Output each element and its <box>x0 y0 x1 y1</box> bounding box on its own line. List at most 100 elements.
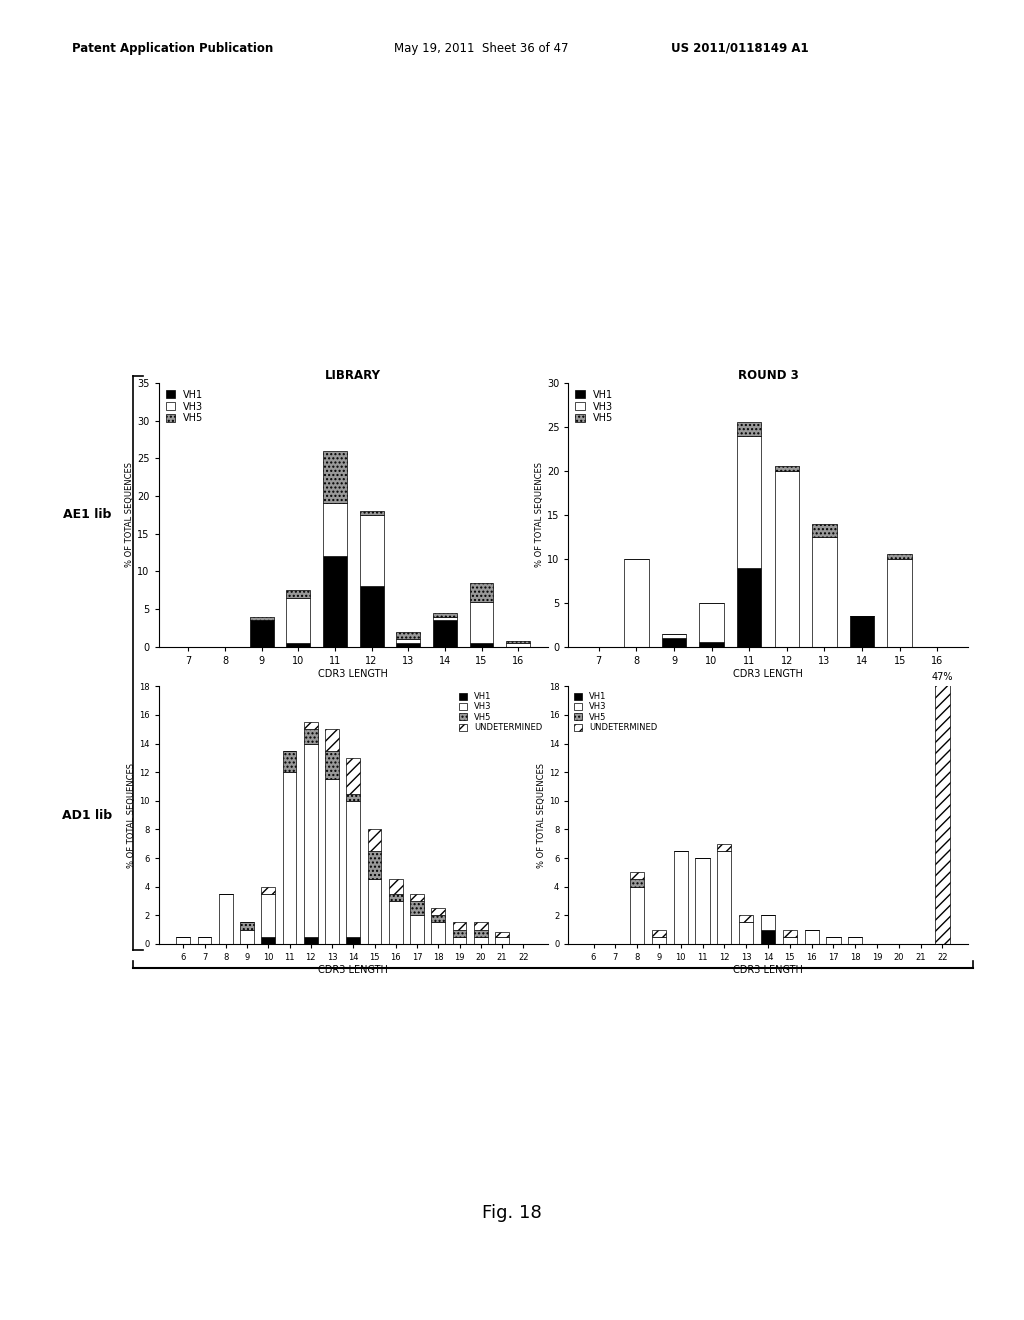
Bar <box>761 915 775 929</box>
Text: May 19, 2011  Sheet 36 of 47: May 19, 2011 Sheet 36 of 47 <box>394 41 568 54</box>
Bar <box>739 923 754 944</box>
Bar <box>176 937 190 944</box>
Bar <box>283 751 296 772</box>
X-axis label: CDR3 LENGTH: CDR3 LENGTH <box>318 965 388 974</box>
Bar <box>695 858 710 944</box>
Bar <box>359 515 384 586</box>
Bar <box>287 590 310 598</box>
Bar <box>674 851 688 944</box>
Bar <box>453 937 466 944</box>
Bar <box>346 793 360 801</box>
Bar <box>850 616 874 647</box>
Bar <box>662 634 686 638</box>
Bar <box>805 929 819 944</box>
Bar <box>630 873 644 879</box>
Bar <box>389 879 402 894</box>
Bar <box>304 722 317 729</box>
Bar <box>411 894 424 900</box>
X-axis label: CDR3 LENGTH: CDR3 LENGTH <box>733 669 803 678</box>
Bar <box>888 554 912 558</box>
Bar <box>396 639 420 643</box>
Bar <box>368 851 381 879</box>
Bar <box>396 643 420 647</box>
X-axis label: CDR3 LENGTH: CDR3 LENGTH <box>318 669 388 678</box>
Text: US 2011/0118149 A1: US 2011/0118149 A1 <box>671 41 808 54</box>
Bar <box>474 923 487 929</box>
Bar <box>774 466 799 471</box>
Title: ROUND 3: ROUND 3 <box>737 368 799 381</box>
Bar <box>346 937 360 944</box>
Bar <box>888 558 912 647</box>
Bar <box>250 620 273 647</box>
Y-axis label: % OF TOTAL SEQUENCES: % OF TOTAL SEQUENCES <box>535 462 544 568</box>
Bar <box>495 932 509 937</box>
Bar <box>433 620 457 647</box>
Legend: VH1, VH3, VH5, UNDETERMINED: VH1, VH3, VH5, UNDETERMINED <box>572 690 659 734</box>
Y-axis label: % OF TOTAL SEQUENCES: % OF TOTAL SEQUENCES <box>537 763 546 867</box>
Bar <box>848 937 862 944</box>
Bar <box>662 638 686 647</box>
Legend: VH1, VH3, VH5, UNDETERMINED: VH1, VH3, VH5, UNDETERMINED <box>457 690 544 734</box>
Text: AD1 lib: AD1 lib <box>62 809 112 821</box>
Bar <box>739 915 754 923</box>
Bar <box>323 556 347 647</box>
Bar <box>250 616 273 620</box>
X-axis label: CDR3 LENGTH: CDR3 LENGTH <box>733 965 803 974</box>
Bar <box>453 923 466 929</box>
Bar <box>326 779 339 944</box>
Bar <box>368 879 381 944</box>
Bar <box>287 598 310 643</box>
Bar <box>411 900 424 915</box>
Bar <box>359 586 384 647</box>
Bar <box>411 915 424 944</box>
Bar <box>699 643 724 647</box>
Bar <box>935 272 949 944</box>
Bar <box>431 915 445 923</box>
Bar <box>782 929 797 937</box>
Bar <box>812 524 837 537</box>
Bar <box>624 558 648 647</box>
Bar <box>368 829 381 851</box>
Bar <box>630 887 644 944</box>
Bar <box>389 894 402 900</box>
Bar <box>304 937 317 944</box>
Legend: VH1, VH3, VH5: VH1, VH3, VH5 <box>164 388 205 425</box>
Bar <box>261 887 275 894</box>
Bar <box>346 758 360 793</box>
Bar <box>304 729 317 743</box>
Bar <box>261 894 275 937</box>
Bar <box>323 503 347 556</box>
Bar <box>474 937 487 944</box>
Text: AE1 lib: AE1 lib <box>62 508 112 521</box>
Bar <box>506 640 530 643</box>
Legend: VH1, VH3, VH5: VH1, VH3, VH5 <box>573 388 614 425</box>
Bar <box>326 729 339 751</box>
Bar <box>812 537 837 647</box>
Bar <box>652 937 666 944</box>
Bar <box>470 602 494 643</box>
Text: Patent Application Publication: Patent Application Publication <box>72 41 273 54</box>
Bar <box>241 929 254 944</box>
Bar <box>359 511 384 515</box>
Bar <box>474 929 487 937</box>
Bar <box>495 937 509 944</box>
Bar <box>433 612 457 616</box>
Bar <box>283 772 296 944</box>
Bar <box>433 616 457 620</box>
Bar <box>261 937 275 944</box>
Bar <box>699 603 724 643</box>
Bar <box>326 751 339 779</box>
Bar <box>389 900 402 944</box>
Y-axis label: % OF TOTAL SEQUENCES: % OF TOTAL SEQUENCES <box>127 763 136 867</box>
Y-axis label: % OF TOTAL SEQUENCES: % OF TOTAL SEQUENCES <box>125 462 134 568</box>
Title: LIBRARY: LIBRARY <box>326 368 381 381</box>
Bar <box>323 450 347 503</box>
Bar <box>737 422 762 436</box>
Bar <box>652 929 666 937</box>
Bar <box>241 923 254 929</box>
Bar <box>304 743 317 937</box>
Bar <box>219 894 232 944</box>
Bar <box>470 582 494 602</box>
Bar <box>396 632 420 639</box>
Bar <box>774 471 799 647</box>
